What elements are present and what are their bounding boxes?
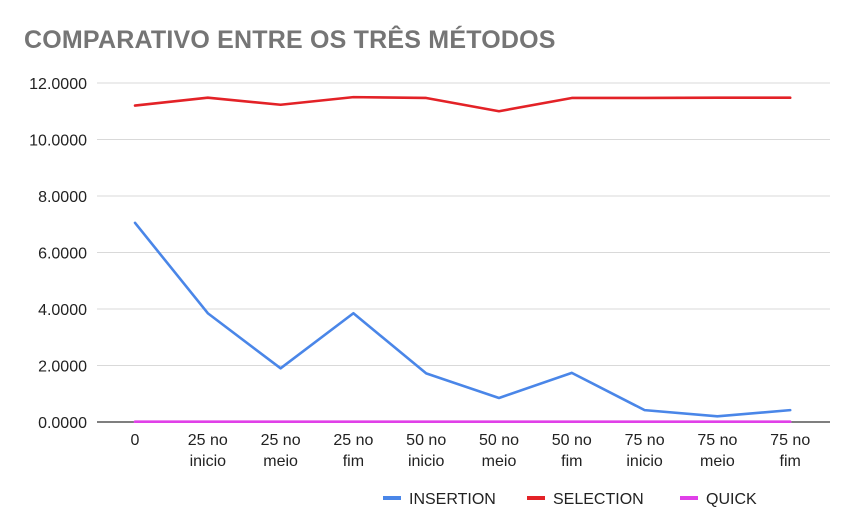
y-tick-label: 10.0000: [29, 133, 87, 150]
x-tick-label-line: 0: [131, 432, 140, 449]
x-tick-label-line: 25 no: [188, 432, 228, 449]
x-tick-label-line: 50 no: [479, 432, 519, 449]
y-tick-label: 0.0000: [38, 415, 87, 432]
x-tick-label: 75 no meio: [697, 432, 737, 470]
legend-label: INSERTION: [409, 491, 496, 508]
x-tick-label: 25 no inicio: [188, 432, 228, 470]
x-tick-label-line: meio: [263, 453, 298, 470]
x-tick-label-line: inicio: [626, 453, 663, 470]
y-tick-label: 2.0000: [38, 359, 87, 376]
x-tick-label-line: 50 no: [406, 432, 446, 449]
x-tick-label-line: fim: [561, 453, 582, 470]
y-tick-label: 6.0000: [38, 246, 87, 263]
x-tick-label-line: 25 no: [333, 432, 373, 449]
y-tick-label: 12.0000: [29, 76, 87, 93]
x-tick-label-line: meio: [482, 453, 517, 470]
x-tick-label: 50 no fim: [552, 432, 592, 470]
x-tick-label: 25 no meio: [261, 432, 301, 470]
x-tick-label-line: 75 no: [697, 432, 737, 449]
series-line-selection: [133, 95, 792, 113]
x-tick-label: 25 no fim: [333, 432, 373, 470]
x-tick-label-line: 75 no: [770, 432, 810, 449]
x-tick-label-line: 75 no: [625, 432, 665, 449]
x-tick-label-line: 50 no: [552, 432, 592, 449]
y-tick-label: 8.0000: [38, 189, 87, 206]
x-tick-label: 75 no inicio: [625, 432, 665, 470]
x-tick-label: 50 no meio: [479, 432, 519, 470]
x-tick-label-line: 25 no: [261, 432, 301, 449]
x-tick-label-line: meio: [700, 453, 735, 470]
x-tick-label: 0: [131, 432, 140, 449]
x-tick-label-line: fim: [780, 453, 801, 470]
series-line-insertion: [133, 221, 792, 418]
x-tick-label-line: fim: [343, 453, 364, 470]
chart-title: COMPARATIVO ENTRE OS TRÊS MÉTODOS: [24, 26, 556, 54]
x-tick-label: 50 no inicio: [406, 432, 446, 470]
x-tick-label: 75 no fim: [770, 432, 810, 470]
x-tick-label-line: inicio: [190, 453, 227, 470]
legend-label: QUICK: [706, 491, 757, 508]
legend-label: SELECTION: [553, 491, 644, 508]
y-tick-label: 4.0000: [38, 302, 87, 319]
x-tick-label-line: inicio: [408, 453, 445, 470]
